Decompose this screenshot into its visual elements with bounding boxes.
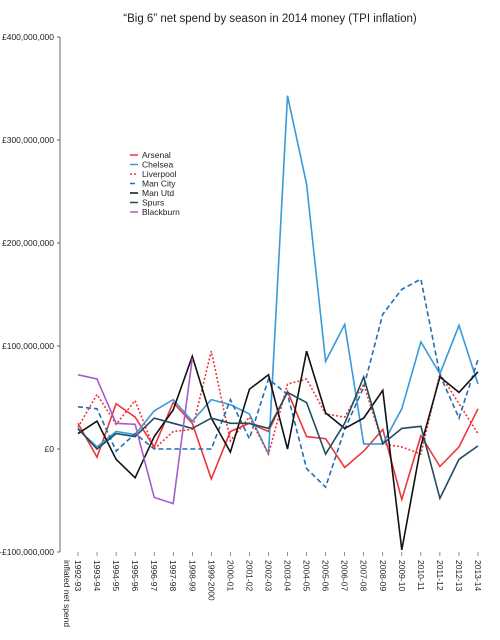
x-tick-label: 1997-98	[168, 560, 178, 591]
series-line	[77, 389, 479, 503]
series-line	[77, 350, 479, 457]
chart-title: “Big 6” net spend by season in 2014 mone…	[123, 13, 417, 25]
series-line	[77, 358, 194, 505]
series-line	[77, 374, 479, 501]
legend-label: Chelsea	[142, 160, 173, 170]
series-line	[77, 350, 479, 551]
x-tick-label: 1995-96	[130, 560, 140, 591]
x-tick-label: 2005-06	[321, 560, 331, 591]
y-tick-label: £200,000,000	[2, 238, 54, 248]
x-tick-label: 2007-08	[359, 560, 369, 591]
x-tick-label: 1994-95	[111, 560, 121, 591]
x-tick-label: 2004-05	[302, 560, 312, 591]
x-tick-label: 1996-97	[149, 560, 159, 591]
x-tick-label: 2001-02	[244, 560, 254, 591]
series-line	[77, 277, 479, 489]
legend-label: Blackburn	[142, 207, 180, 217]
legend-label: Man Utd	[142, 188, 174, 198]
x-tick-label: 1999-2000	[206, 560, 216, 601]
x-tick-label: 1998-99	[187, 560, 197, 591]
legend-label: Arsenal	[142, 150, 171, 160]
y-tick-label: £300,000,000	[2, 135, 54, 145]
legend-label: Liverpool	[142, 169, 177, 179]
x-tick-label: 2010-11	[416, 560, 426, 591]
series-line	[77, 95, 479, 455]
x-tick-label: 2003-04	[283, 560, 293, 591]
x-tick-label: 1993-94	[92, 560, 102, 591]
x-tick-label: 2013-14	[473, 560, 483, 591]
x-tick-label: 2009-10	[397, 560, 407, 591]
x-tick-label: 2012-13	[454, 560, 464, 591]
x-tick-label: 1992-93	[73, 560, 83, 591]
x-tick-label: 2008-09	[378, 560, 388, 591]
y-tick-label: £400,000,000	[2, 32, 54, 42]
y-tick-label: £100,000,000	[2, 341, 54, 351]
y-tick-label: -£100,000,000	[0, 547, 54, 557]
x-tick-label: 2002-03	[263, 560, 273, 591]
x-tick-label: 2006-07	[340, 560, 350, 591]
x-tick-label: 2011-12	[435, 560, 445, 591]
x-axis-label: inflated net spend	[62, 560, 72, 627]
legend-label: Man City	[142, 179, 176, 189]
legend-label: Spurs	[142, 198, 164, 208]
y-tick-label: £0	[45, 444, 55, 454]
x-tick-label: 2000-01	[225, 560, 235, 591]
